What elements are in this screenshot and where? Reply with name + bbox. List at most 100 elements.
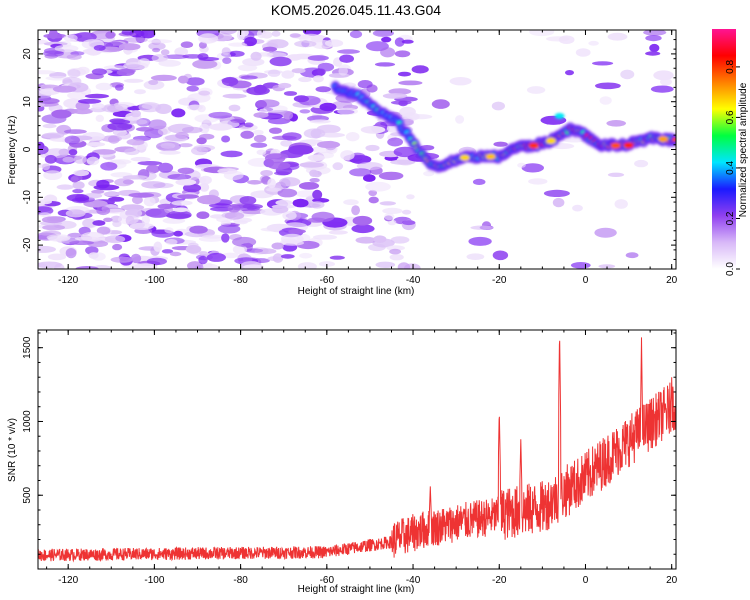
noise-blob (492, 250, 509, 261)
noise-blob (337, 49, 360, 54)
noise-blob (130, 110, 141, 118)
noise-blob (363, 174, 376, 182)
noise-blob (253, 134, 267, 143)
x-tick-label: -40 (406, 575, 421, 586)
noise-blob (309, 201, 325, 209)
noise-blob (275, 199, 293, 206)
noise-blob (187, 261, 203, 269)
noise-blob (343, 199, 359, 206)
noise-blob (160, 49, 170, 56)
noise-blob (221, 233, 230, 243)
noise-blob (130, 156, 151, 162)
x-tick-label: -80 (233, 275, 248, 286)
noise-blob (110, 256, 134, 263)
noise-blob (328, 230, 348, 235)
noise-blob (227, 204, 241, 213)
noise-blob (42, 132, 65, 139)
colorbar-tick-label: 0.0 (725, 262, 736, 276)
noise-blob (643, 30, 667, 36)
noise-blob (351, 224, 375, 234)
noise-blob (133, 119, 148, 125)
noise-blob (193, 144, 216, 151)
noise-blob (384, 213, 395, 221)
noise-blob (185, 77, 205, 86)
noise-blob (230, 118, 247, 124)
noise-blob (239, 196, 257, 205)
noise-blob (198, 41, 207, 49)
noise-blob (147, 39, 173, 44)
noise-blob (266, 187, 282, 192)
noise-blob (299, 252, 313, 259)
noise-blob (250, 51, 262, 61)
noise-blob (228, 104, 241, 112)
noise-blob (227, 50, 245, 57)
x-tick-label: 0 (583, 575, 589, 586)
ridge-hotspot (485, 153, 496, 160)
noise-blob (260, 170, 273, 177)
noise-blob (232, 244, 248, 255)
noise-blob (208, 111, 233, 119)
y-tick-label: 1000 (22, 410, 33, 433)
noise-blob (159, 150, 181, 155)
ridge-hotspot (610, 142, 621, 149)
noise-blob (72, 108, 93, 115)
noise-blob (254, 248, 277, 255)
noise-blob (174, 49, 188, 54)
noise-blob (387, 137, 403, 147)
colorbar-bar (712, 29, 736, 269)
noise-blob (112, 243, 123, 251)
noise-blob (352, 215, 373, 226)
noise-blob (187, 104, 203, 111)
noise-blob (75, 266, 99, 269)
noise-blob (289, 33, 301, 38)
noise-blob (136, 127, 155, 132)
noise-blob (607, 172, 625, 177)
noise-blob (397, 262, 411, 269)
noise-blob (91, 68, 107, 76)
noise-blob (634, 159, 649, 168)
noise-blob (198, 90, 211, 96)
noise-blob (261, 31, 273, 39)
noise-blob (160, 142, 176, 149)
noise-blob (237, 64, 258, 72)
noise-blob (572, 204, 583, 212)
noise-blob (260, 227, 283, 232)
noise-blob (378, 171, 404, 181)
noise-blob (240, 75, 258, 80)
spectrogram-y-label: Frequency (Hz) (7, 116, 18, 185)
noise-blob (118, 43, 141, 51)
noise-blob (299, 109, 311, 114)
y-tick-label: -20 (22, 237, 33, 252)
noise-blob (69, 240, 95, 245)
noise-blob (165, 239, 178, 245)
noise-blob (316, 141, 341, 149)
noise-blob (180, 41, 194, 48)
noise-blob (247, 180, 263, 185)
noise-blob (256, 99, 280, 108)
noise-blob (312, 234, 338, 240)
noise-blob (209, 123, 233, 131)
noise-blob (592, 61, 614, 66)
x-tick-label: -100 (144, 575, 164, 586)
noise-blob (186, 85, 199, 92)
snr-y-ticks: 500 1000 1500 (22, 332, 676, 555)
noise-blob (165, 213, 192, 219)
noise-blob (329, 255, 345, 260)
noise-blob (298, 182, 320, 190)
noise-blob (67, 69, 81, 78)
x-tick-label: 0 (583, 275, 589, 286)
noise-blob (345, 132, 360, 142)
noise-blob (337, 107, 358, 115)
noise-blob (298, 95, 321, 106)
noise-blob (171, 200, 193, 206)
noise-blob (594, 227, 617, 238)
noise-blob (123, 62, 149, 70)
noise-blob (303, 128, 326, 139)
noise-blob (109, 159, 132, 165)
noise-blob (264, 153, 286, 164)
noise-blob (390, 100, 412, 105)
noise-blob (319, 102, 337, 112)
noise-blob (117, 123, 133, 129)
noise-blob (247, 205, 260, 211)
noise-blob (349, 168, 372, 177)
